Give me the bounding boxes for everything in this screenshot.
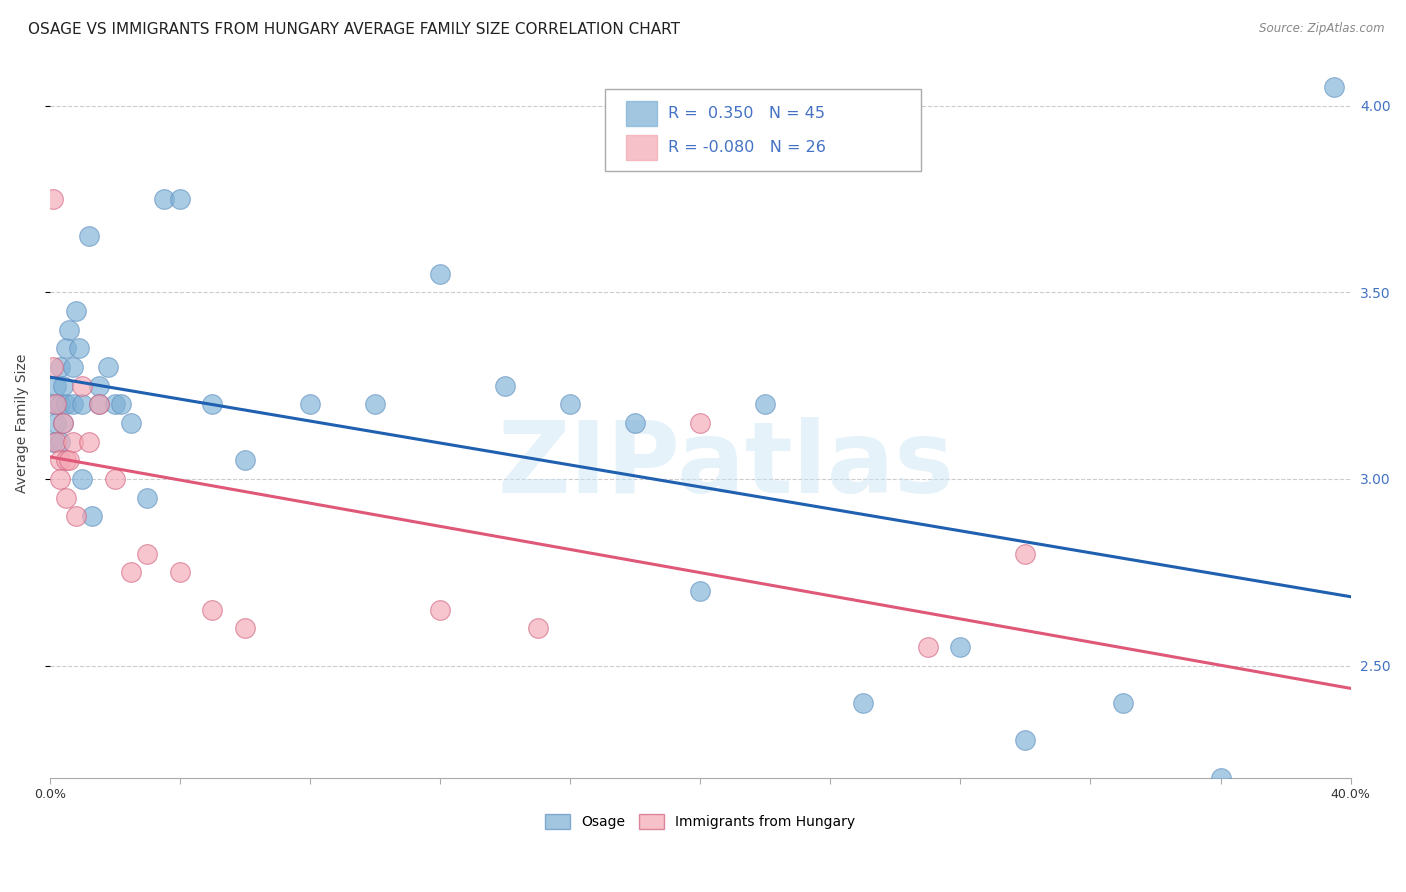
Point: [48, 397, 70, 411]
Point: [87, 397, 110, 411]
Text: Source: ZipAtlas.com: Source: ZipAtlas.com: [1260, 22, 1385, 36]
Point: [949, 640, 972, 654]
Point: [1209, 771, 1232, 785]
Point: [136, 547, 159, 561]
Point: [55, 453, 77, 467]
Point: [48, 472, 70, 486]
Point: [42, 397, 65, 411]
Point: [55, 397, 77, 411]
Point: [87, 378, 110, 392]
Point: [52, 416, 75, 430]
Point: [494, 378, 516, 392]
Y-axis label: Average Family Size: Average Family Size: [15, 353, 30, 492]
Point: [62, 434, 84, 449]
Point: [52, 378, 75, 392]
Point: [72, 397, 94, 411]
Point: [689, 583, 711, 598]
Point: [201, 397, 224, 411]
Point: [62, 359, 84, 374]
Point: [42, 359, 65, 374]
Point: [120, 416, 142, 430]
Point: [917, 640, 939, 654]
Point: [152, 192, 174, 206]
Point: [72, 472, 94, 486]
Point: [104, 397, 127, 411]
Legend: Osage, Immigrants from Hungary: Osage, Immigrants from Hungary: [540, 808, 860, 834]
Text: R =  0.350   N = 45: R = 0.350 N = 45: [668, 106, 825, 120]
Point: [55, 342, 77, 356]
Point: [55, 491, 77, 505]
Text: R = -0.080   N = 26: R = -0.080 N = 26: [668, 140, 825, 154]
Point: [754, 397, 776, 411]
Point: [48, 359, 70, 374]
Point: [233, 453, 256, 467]
Point: [65, 304, 87, 318]
Point: [87, 397, 110, 411]
Point: [1112, 696, 1135, 710]
Point: [201, 602, 224, 616]
Point: [45, 416, 67, 430]
Point: [526, 621, 548, 635]
Text: ZIPatlas: ZIPatlas: [498, 417, 955, 514]
Point: [58, 323, 80, 337]
Point: [58, 453, 80, 467]
Point: [42, 434, 65, 449]
Point: [689, 416, 711, 430]
Point: [45, 397, 67, 411]
Point: [45, 378, 67, 392]
Point: [42, 192, 65, 206]
Point: [48, 434, 70, 449]
Point: [67, 342, 90, 356]
Point: [65, 509, 87, 524]
Point: [233, 621, 256, 635]
Point: [429, 267, 451, 281]
Point: [364, 397, 387, 411]
Point: [77, 229, 100, 244]
Point: [72, 378, 94, 392]
Point: [62, 397, 84, 411]
Point: [45, 434, 67, 449]
Point: [1014, 547, 1036, 561]
Point: [136, 491, 159, 505]
Point: [1323, 80, 1346, 95]
Point: [169, 566, 191, 580]
Point: [82, 509, 104, 524]
Point: [1014, 733, 1036, 747]
Point: [429, 602, 451, 616]
Point: [120, 566, 142, 580]
Point: [852, 696, 875, 710]
Text: OSAGE VS IMMIGRANTS FROM HUNGARY AVERAGE FAMILY SIZE CORRELATION CHART: OSAGE VS IMMIGRANTS FROM HUNGARY AVERAGE…: [28, 22, 681, 37]
Point: [52, 416, 75, 430]
Point: [560, 397, 582, 411]
Point: [97, 359, 120, 374]
Point: [110, 397, 132, 411]
Point: [48, 453, 70, 467]
Point: [169, 192, 191, 206]
Point: [624, 416, 647, 430]
Point: [298, 397, 321, 411]
Point: [104, 472, 127, 486]
Point: [77, 434, 100, 449]
